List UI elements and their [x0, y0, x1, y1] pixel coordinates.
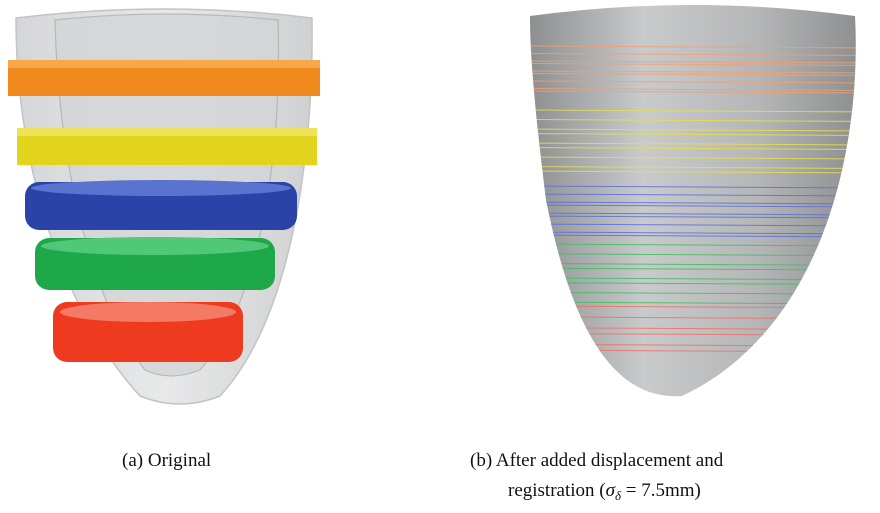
panel-a	[8, 9, 320, 404]
ring-green-top	[41, 237, 269, 255]
caption-text: After added displacement and	[496, 450, 724, 471]
ring-red-top	[60, 302, 236, 322]
ring-orange-top	[8, 60, 320, 68]
caption-b-line2: registration (σδ = 7.5mm)	[508, 480, 701, 503]
ring-yellow-top	[17, 128, 317, 136]
panel-b	[520, 5, 870, 396]
caption-text: registration (	[508, 480, 606, 501]
figure: (a) Original (b) After added displacemen…	[0, 0, 880, 513]
caption-a: (a) Original	[122, 450, 211, 471]
caption-text: Original	[148, 450, 211, 471]
caption-text: = 7.5mm)	[621, 480, 701, 501]
caption-label: (a)	[122, 450, 143, 471]
caption-b: (b) After added displacement and	[470, 450, 724, 471]
ring-blue-top	[31, 180, 291, 196]
page: (a) Original (b) After added displacemen…	[0, 0, 880, 513]
caption-label: (b)	[470, 450, 492, 471]
